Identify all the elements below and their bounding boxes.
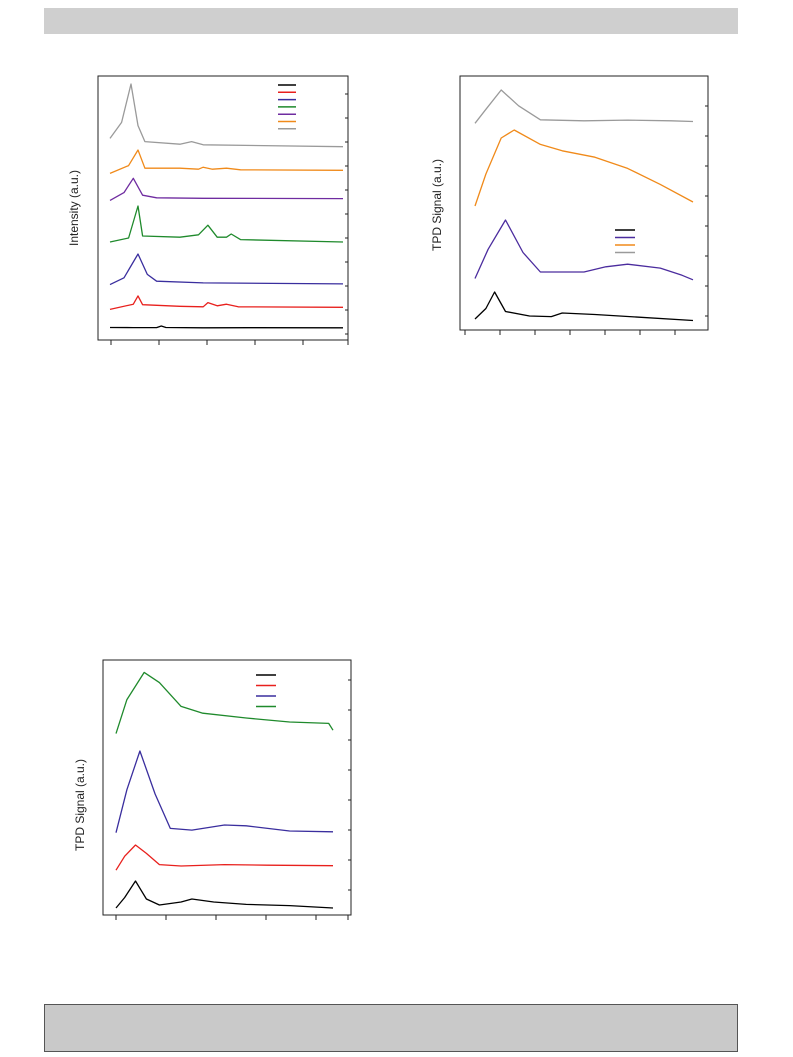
series-group [109, 83, 344, 329]
legend [278, 84, 296, 130]
series-line-7 [109, 83, 344, 148]
series-line-2 [115, 844, 334, 871]
series-line-3 [474, 129, 694, 207]
chart-panel-intensity: Intensity (a.u.) [60, 70, 360, 360]
series-line-4 [109, 205, 344, 243]
ticks [110, 93, 349, 345]
ticks [115, 679, 351, 920]
series-line-1 [109, 325, 344, 329]
series-line-1 [474, 291, 694, 322]
series-group [474, 89, 694, 322]
legend [256, 674, 276, 708]
series-line-6 [109, 149, 344, 174]
page-header-bar [44, 8, 738, 34]
chart-panel-tpd-bottom: TPD Signal (a.u.) [68, 655, 368, 955]
series-line-5 [109, 177, 344, 201]
plot-frame [102, 659, 352, 916]
y-axis-label: TPD Signal (a.u.) [73, 759, 87, 851]
chart-panel-tpd-right: TPD Signal (a.u.) [425, 70, 725, 360]
ticks [464, 105, 708, 335]
chart-tpd-bottom: TPD Signal (a.u.) [73, 659, 352, 920]
legend [615, 229, 635, 254]
series-line-1 [115, 880, 334, 909]
series-line-4 [115, 671, 334, 734]
page-footer-box [44, 1004, 738, 1052]
chart-tpd-right: TPD Signal (a.u.) [430, 75, 709, 335]
y-axis-label: Intensity (a.u.) [67, 170, 81, 246]
plot-frame [97, 75, 349, 341]
series-line-4 [474, 89, 694, 124]
series-line-2 [474, 219, 694, 281]
plot-frame [459, 75, 709, 331]
y-axis-label: TPD Signal (a.u.) [430, 159, 444, 251]
series-line-3 [115, 750, 334, 833]
series-line-3 [109, 253, 344, 286]
series-line-2 [109, 295, 344, 311]
chart-intensity: Intensity (a.u.) [67, 75, 349, 345]
series-group [115, 671, 334, 909]
